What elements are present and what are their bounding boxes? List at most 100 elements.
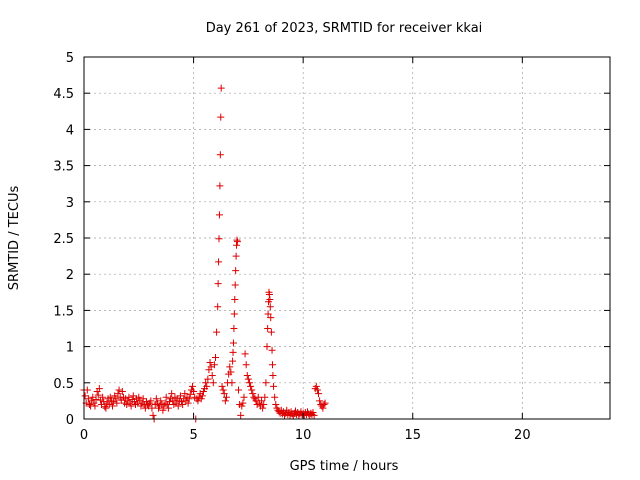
data-point [316, 397, 324, 405]
data-point [149, 411, 157, 419]
data-point [190, 387, 198, 395]
data-point [81, 392, 89, 400]
y-tick-label: 1.5 [53, 304, 74, 319]
data-point [112, 395, 120, 403]
y-tick-labels: 0 0.5 1 1.5 2 2.5 3 3.5 4 4.5 5 [53, 51, 74, 428]
data-point [254, 393, 262, 401]
data-point [208, 372, 216, 380]
data-point [219, 386, 227, 394]
data-point [123, 401, 131, 409]
data-point [215, 211, 223, 219]
data-point [90, 399, 98, 407]
data-point [289, 412, 297, 420]
data-point [94, 391, 102, 399]
y-tick-label: 2 [66, 268, 74, 283]
data-point [100, 398, 108, 406]
data-point [164, 404, 172, 412]
data-point [247, 382, 255, 390]
data-point [312, 382, 320, 390]
data-point [91, 402, 99, 410]
data-point [159, 406, 167, 414]
data-point [162, 393, 170, 401]
data-point [108, 402, 116, 410]
data-point [165, 398, 173, 406]
data-point [238, 402, 246, 410]
data-point [179, 401, 187, 409]
data-point [85, 401, 93, 409]
ticks-layer [83, 56, 610, 420]
data-point [245, 379, 253, 387]
data-point [262, 379, 270, 387]
data-point [129, 392, 137, 400]
x-tick-label: 0 [80, 428, 88, 443]
x-tick-label: 15 [404, 428, 421, 443]
data-point [228, 379, 236, 387]
data-point [168, 390, 176, 398]
data-point [243, 372, 251, 380]
y-tick-label: 4 [66, 123, 74, 138]
data-point [137, 402, 145, 410]
x-tick-labels: 0 5 10 15 20 [80, 428, 531, 443]
x-axis-label: GPS time / hours [290, 459, 399, 474]
data-point [263, 343, 271, 351]
data-point [204, 375, 212, 383]
y-tick-label: 4.5 [53, 87, 74, 102]
data-point [227, 368, 235, 376]
data-point [185, 395, 193, 403]
data-point [118, 387, 126, 395]
data-point [139, 395, 147, 403]
x-tick-label: 10 [295, 428, 312, 443]
data-point [214, 280, 222, 288]
data-point [213, 328, 221, 336]
y-tick-label: 3 [66, 196, 74, 211]
y-tick-label: 2.5 [53, 232, 74, 247]
data-point [233, 238, 241, 246]
data-point [242, 361, 250, 369]
data-point [258, 397, 266, 405]
data-point [321, 399, 329, 407]
data-point [260, 401, 268, 409]
data-point [232, 252, 240, 260]
data-point [127, 402, 135, 410]
data-point [197, 395, 205, 403]
x-tick-label: 20 [514, 428, 531, 443]
data-point [157, 397, 165, 405]
data-point [186, 390, 194, 398]
data-point [115, 386, 123, 394]
data-point [271, 393, 279, 401]
data-point [266, 296, 274, 304]
data-point [199, 387, 207, 395]
data-point [241, 350, 249, 358]
data-point [152, 395, 160, 403]
data-point [148, 404, 156, 412]
data-point [147, 397, 155, 405]
data-point [102, 404, 110, 412]
y-axis-label: SRMTID / TECUs [7, 186, 22, 291]
data-point [203, 382, 211, 390]
data-point [184, 399, 192, 407]
y-tick-label: 0.5 [53, 377, 74, 392]
data-point [249, 390, 257, 398]
data-point [212, 353, 219, 361]
plot-frame [83, 56, 611, 420]
data-point [174, 402, 182, 410]
y-tick-label: 5 [66, 51, 74, 66]
data-point [217, 84, 225, 92]
data-point [230, 310, 238, 318]
data-point [248, 386, 256, 394]
data-point [244, 375, 252, 383]
data-point [264, 325, 272, 332]
data-point [92, 395, 100, 403]
data-point [313, 386, 321, 394]
data-point [309, 408, 317, 416]
data-point [222, 393, 230, 401]
data-point [232, 267, 240, 275]
y-tick-label: 1 [66, 341, 74, 356]
data-point [320, 401, 328, 409]
data-point [266, 303, 274, 311]
data-point [229, 339, 237, 347]
data-point [210, 361, 218, 369]
data-point [160, 402, 168, 410]
data-point [209, 379, 217, 387]
data-point [83, 386, 91, 394]
